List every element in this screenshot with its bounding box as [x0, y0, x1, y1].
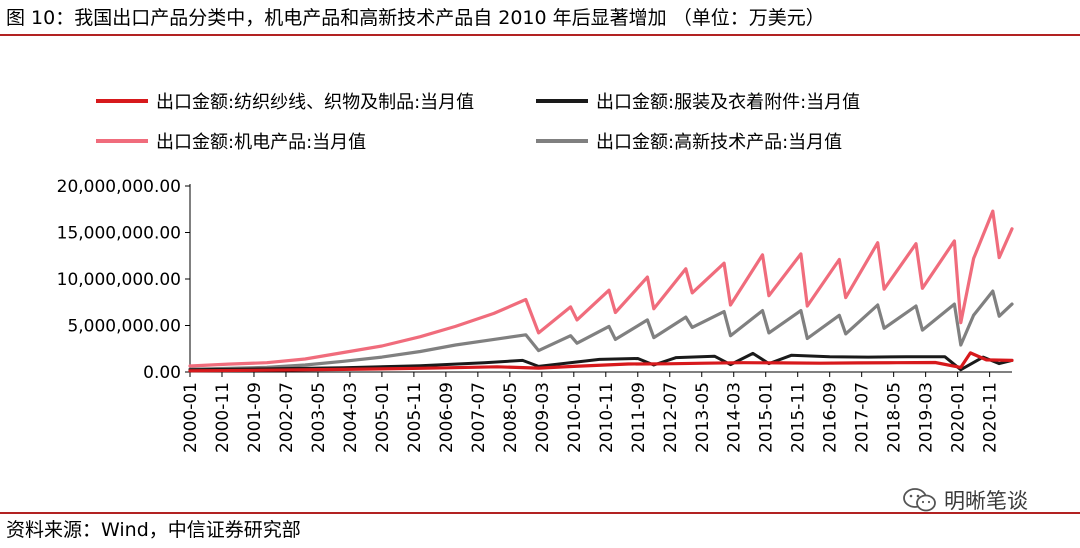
source-note: 资料来源：Wind，中信证券研究部 [6, 519, 301, 541]
x-tick-label: 2009-03 [533, 382, 553, 453]
x-tick-label: 2000-11 [213, 382, 233, 453]
figure-title: 图 10：我国出口产品分类中，机电产品和高新技术产品自 2010 年后显著增加 … [6, 7, 825, 29]
legend-label-apparel: 出口金额:服装及衣着附件:当月值 [596, 92, 861, 113]
x-tick-label: 2005-01 [373, 382, 393, 453]
line-chart: 0.00 5,000,000.00 10,000,000.00 15,000,000.… [57, 177, 1014, 453]
x-tick-label: 2004-03 [341, 382, 361, 453]
x-tick-label: 2002-07 [277, 382, 297, 453]
legend-swatch-hightech [536, 139, 588, 143]
series-line-0 [188, 351, 1014, 373]
watermark: 明晰笔谈 [902, 485, 1028, 515]
x-tick-label: 2017-07 [853, 382, 873, 453]
title-rule [0, 34, 1080, 36]
x-tick-label: 2010-01 [565, 382, 585, 453]
x-tick-label: 2016-09 [821, 382, 841, 453]
x-tick-label: 2020-11 [981, 382, 1001, 453]
legend-label-electromechanical: 出口金额:机电产品:当月值 [156, 132, 367, 153]
x-tick-label: 2010-11 [597, 382, 617, 453]
x-tick-label: 2015-11 [789, 382, 809, 453]
watermark-text: 明晰笔谈 [944, 489, 1028, 513]
x-tick-label: 2013-05 [693, 382, 713, 453]
x-tick-label: 2000-01 [181, 382, 201, 453]
y-tick-label: 5,000,000.00 [67, 317, 181, 337]
legend-label-hightech: 出口金额:高新技术产品:当月值 [596, 132, 843, 153]
x-tick-label: 2001-09 [245, 382, 265, 453]
source-rule [0, 512, 1080, 514]
x-tick-label: 2018-05 [885, 382, 905, 453]
legend-item-apparel: 出口金额:服装及衣着附件:当月值 [536, 88, 860, 114]
y-tick-label: 10,000,000.00 [57, 270, 181, 290]
legend-swatch-electromechanical [96, 139, 148, 143]
x-tick-label: 2005-11 [405, 382, 425, 453]
legend-label-textiles: 出口金额:纺织纱线、织物及制品:当月值 [156, 92, 475, 113]
legend-item-electromechanical: 出口金额:机电产品:当月值 [96, 128, 366, 154]
x-tick-label: 2006-09 [437, 382, 457, 453]
x-tick-label: 2020-01 [949, 382, 969, 453]
legend-item-textiles: 出口金额:纺织纱线、织物及制品:当月值 [96, 88, 474, 114]
series-line-1 [188, 351, 1014, 372]
x-tick-label: 2008-05 [501, 382, 521, 453]
x-tick-label: 2015-01 [757, 382, 777, 453]
x-tick-label: 2011-09 [629, 382, 649, 453]
y-tick-label: 20,000,000.00 [57, 177, 181, 197]
x-tick-label: 2014-03 [725, 382, 745, 453]
x-tick-label: 2019-03 [917, 382, 937, 453]
wechat-icon [903, 488, 936, 512]
series-line-2 [188, 209, 1014, 368]
legend-swatch-textiles [96, 99, 148, 103]
series-line-3 [188, 289, 1014, 371]
x-tick-label: 2003-05 [309, 382, 329, 453]
y-tick-label: 0.00 [143, 363, 181, 383]
x-tick-label: 2007-07 [469, 382, 489, 453]
y-tick-label: 15,000,000.00 [57, 224, 181, 244]
chart-legend: 出口金额:纺织纱线、织物及制品:当月值 出口金额:服装及衣着附件:当月值 出口金… [96, 88, 976, 162]
x-tick-label: 2012-07 [661, 382, 681, 453]
legend-swatch-apparel [536, 99, 588, 103]
legend-item-hightech: 出口金额:高新技术产品:当月值 [536, 128, 842, 154]
